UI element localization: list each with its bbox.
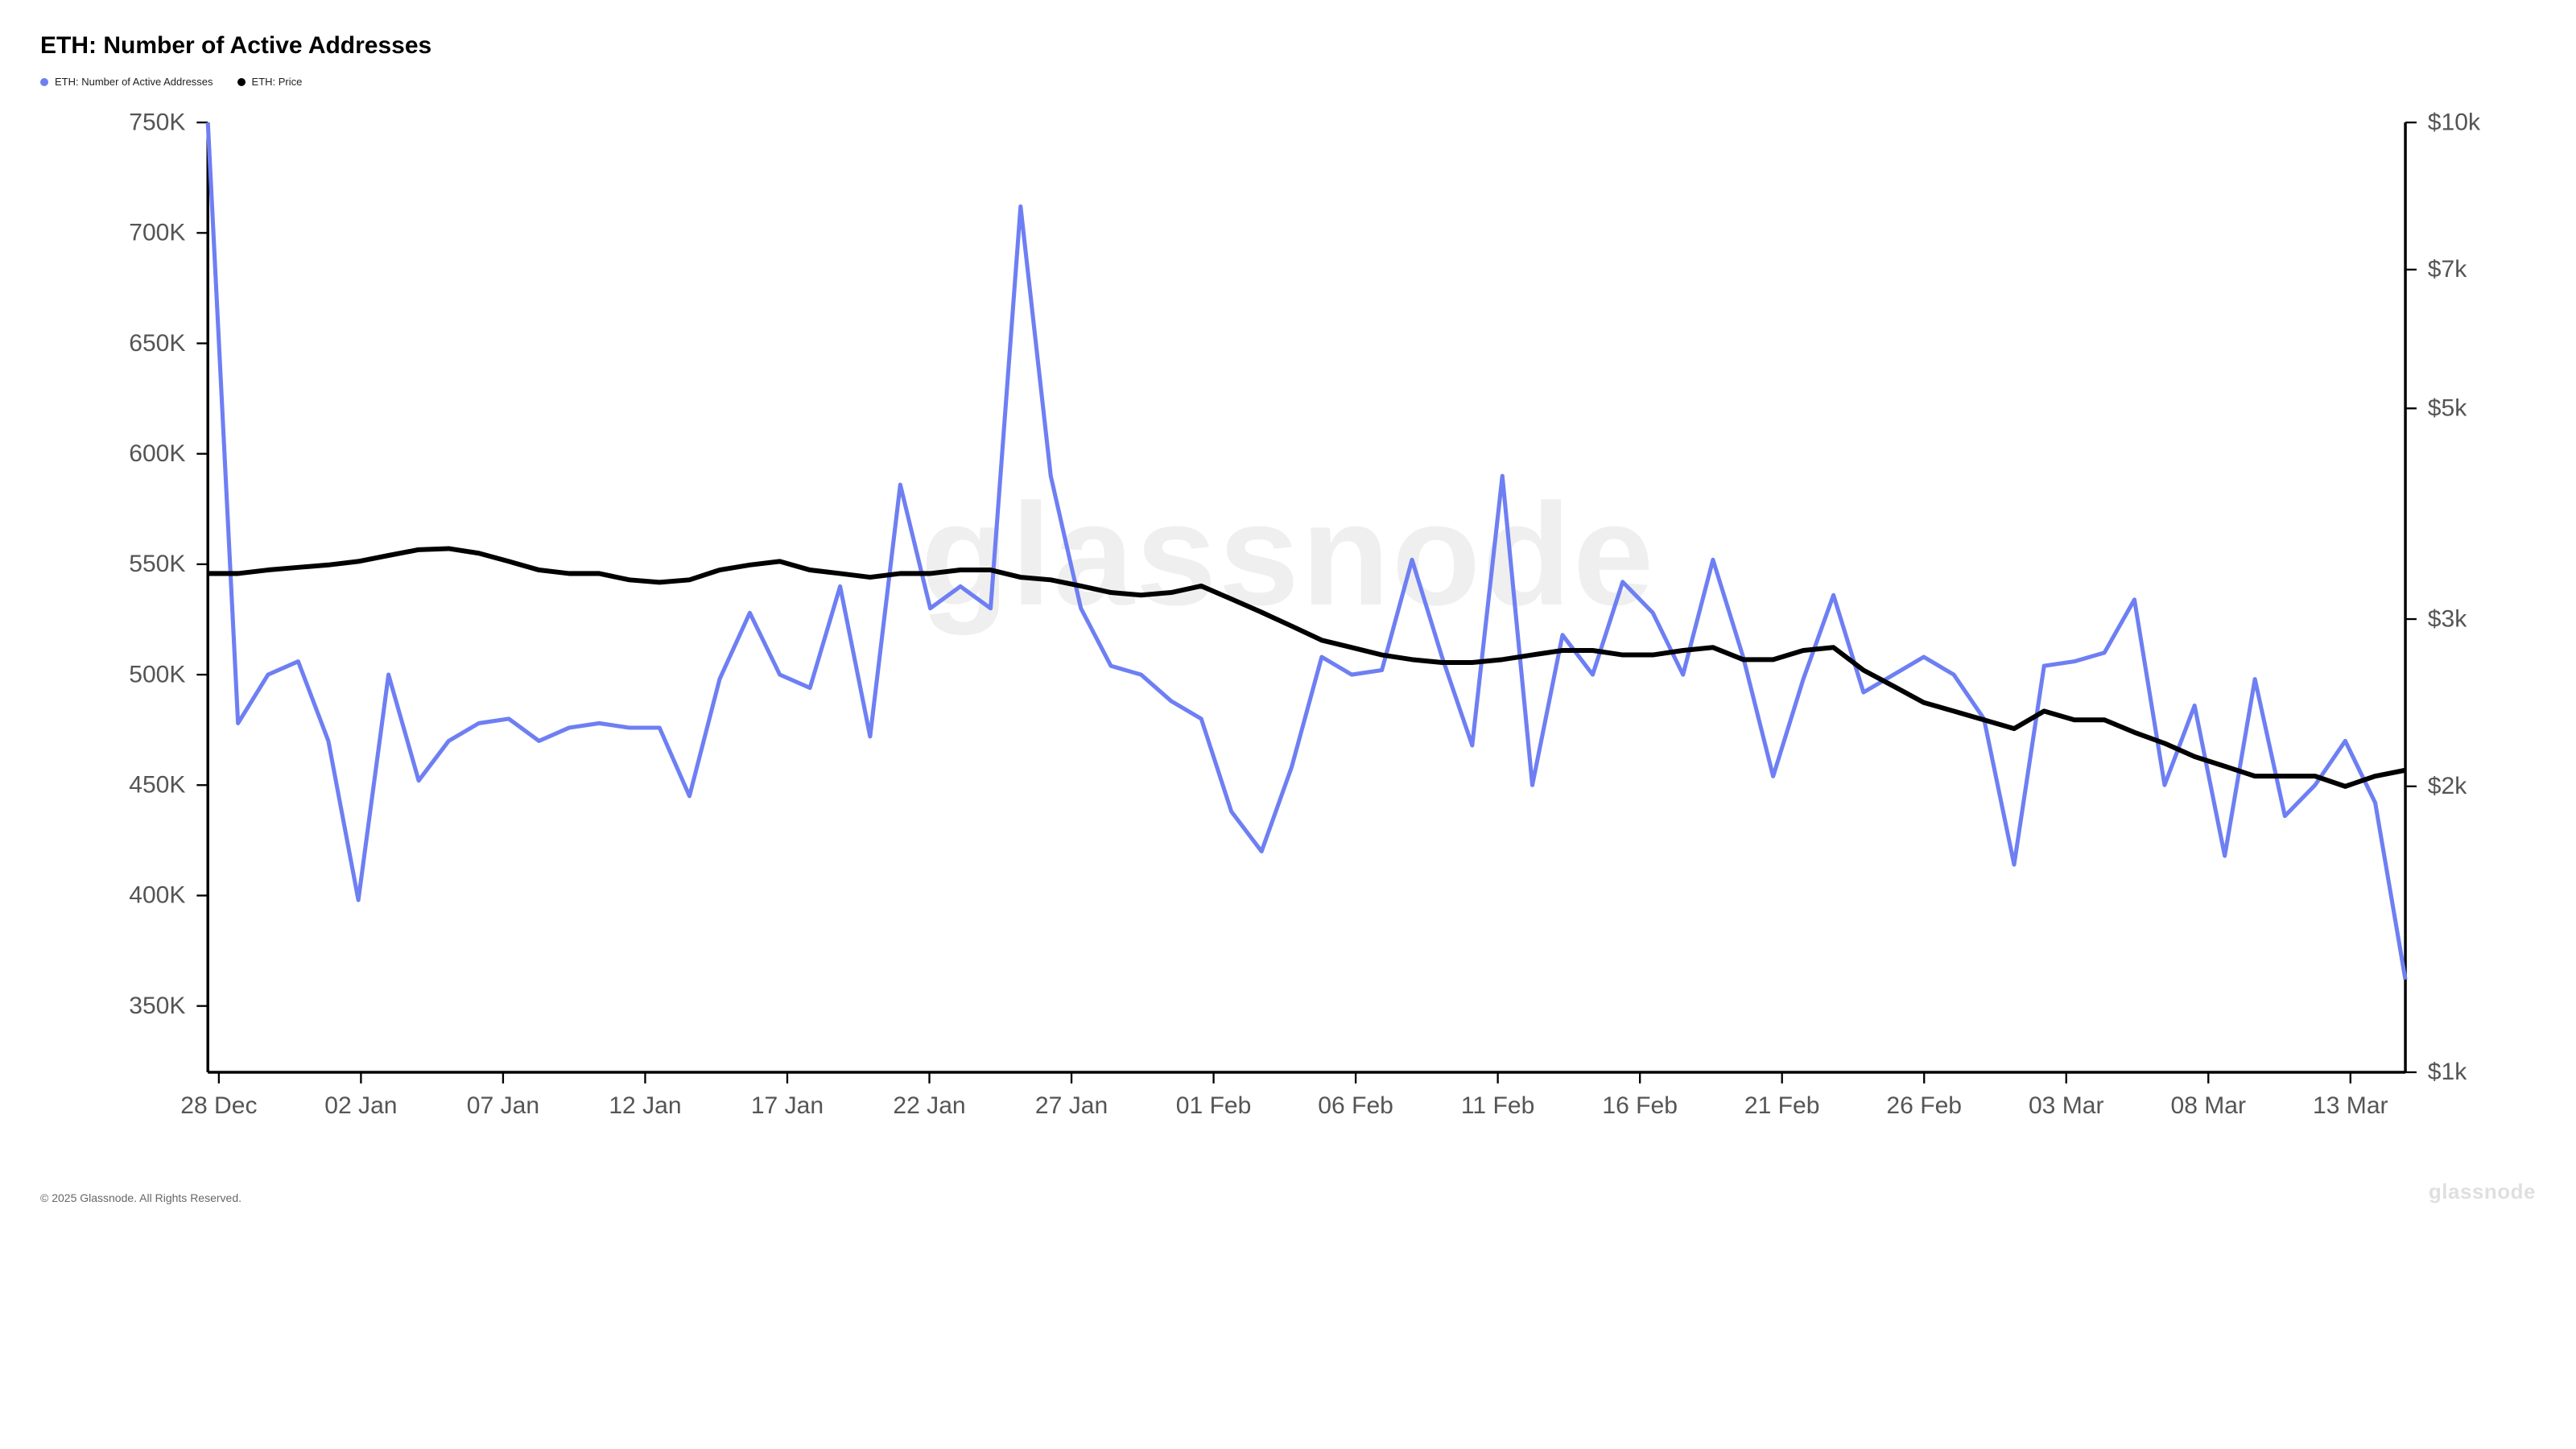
x-label: 28 Dec: [180, 1092, 257, 1119]
x-label: 26 Feb: [1886, 1092, 1962, 1119]
y-right-label: $1k: [2428, 1059, 2467, 1085]
legend: ETH: Number of Active Addresses ETH: Pri…: [40, 76, 2536, 88]
x-label: 03 Mar: [2029, 1092, 2104, 1119]
y-left-label: 400K: [129, 882, 185, 909]
x-label: 11 Feb: [1461, 1092, 1534, 1119]
y-right-label: $3k: [2428, 605, 2467, 632]
legend-dot-price: [237, 78, 246, 86]
x-label: 01 Feb: [1176, 1092, 1252, 1119]
x-label: 08 Mar: [2170, 1092, 2246, 1119]
x-label: 02 Jan: [324, 1092, 397, 1119]
copyright-text: © 2025 Glassnode. All Rights Reserved.: [40, 1191, 242, 1204]
y-right-label: $5k: [2428, 395, 2467, 422]
brand-watermark: glassnode: [2429, 1179, 2536, 1204]
y-left-label: 350K: [129, 993, 185, 1019]
chart-svg: glassnode 350K 400K 450K 500K 550K 600K 650K 700…: [40, 104, 2536, 1147]
legend-label-addresses: ETH: Number of Active Addresses: [55, 76, 213, 88]
y-right-label: $7k: [2428, 256, 2467, 283]
y-left-label: 450K: [129, 772, 185, 799]
x-label: 21 Feb: [1744, 1092, 1820, 1119]
legend-item-price: ETH: Price: [237, 76, 303, 88]
legend-item-addresses: ETH: Number of Active Addresses: [40, 76, 213, 88]
x-label: 27 Jan: [1035, 1092, 1108, 1119]
x-label: 17 Jan: [751, 1092, 824, 1119]
legend-label-price: ETH: Price: [252, 76, 303, 88]
x-label: 13 Mar: [2313, 1092, 2388, 1119]
y-left-label: 500K: [129, 661, 185, 687]
legend-dot-addresses: [40, 78, 48, 86]
x-label: 06 Feb: [1318, 1092, 1393, 1119]
y-left-label: 600K: [129, 440, 185, 467]
watermark-text: glassnode: [920, 474, 1655, 636]
y-right-label: $2k: [2428, 773, 2467, 799]
chart-container: glassnode 350K 400K 450K 500K 550K 600K 650K 700…: [40, 104, 2536, 1147]
x-label: 22 Jan: [893, 1092, 965, 1119]
y-left-label: 550K: [129, 551, 185, 577]
x-label: 16 Feb: [1602, 1092, 1678, 1119]
x-label: 12 Jan: [609, 1092, 681, 1119]
y-left-label: 650K: [129, 330, 185, 357]
x-label: 07 Jan: [467, 1092, 539, 1119]
chart-title: ETH: Number of Active Addresses: [40, 32, 2536, 60]
y-left-label: 700K: [129, 220, 185, 246]
y-left-label: 750K: [129, 109, 185, 135]
y-right-label: $10k: [2428, 109, 2481, 135]
